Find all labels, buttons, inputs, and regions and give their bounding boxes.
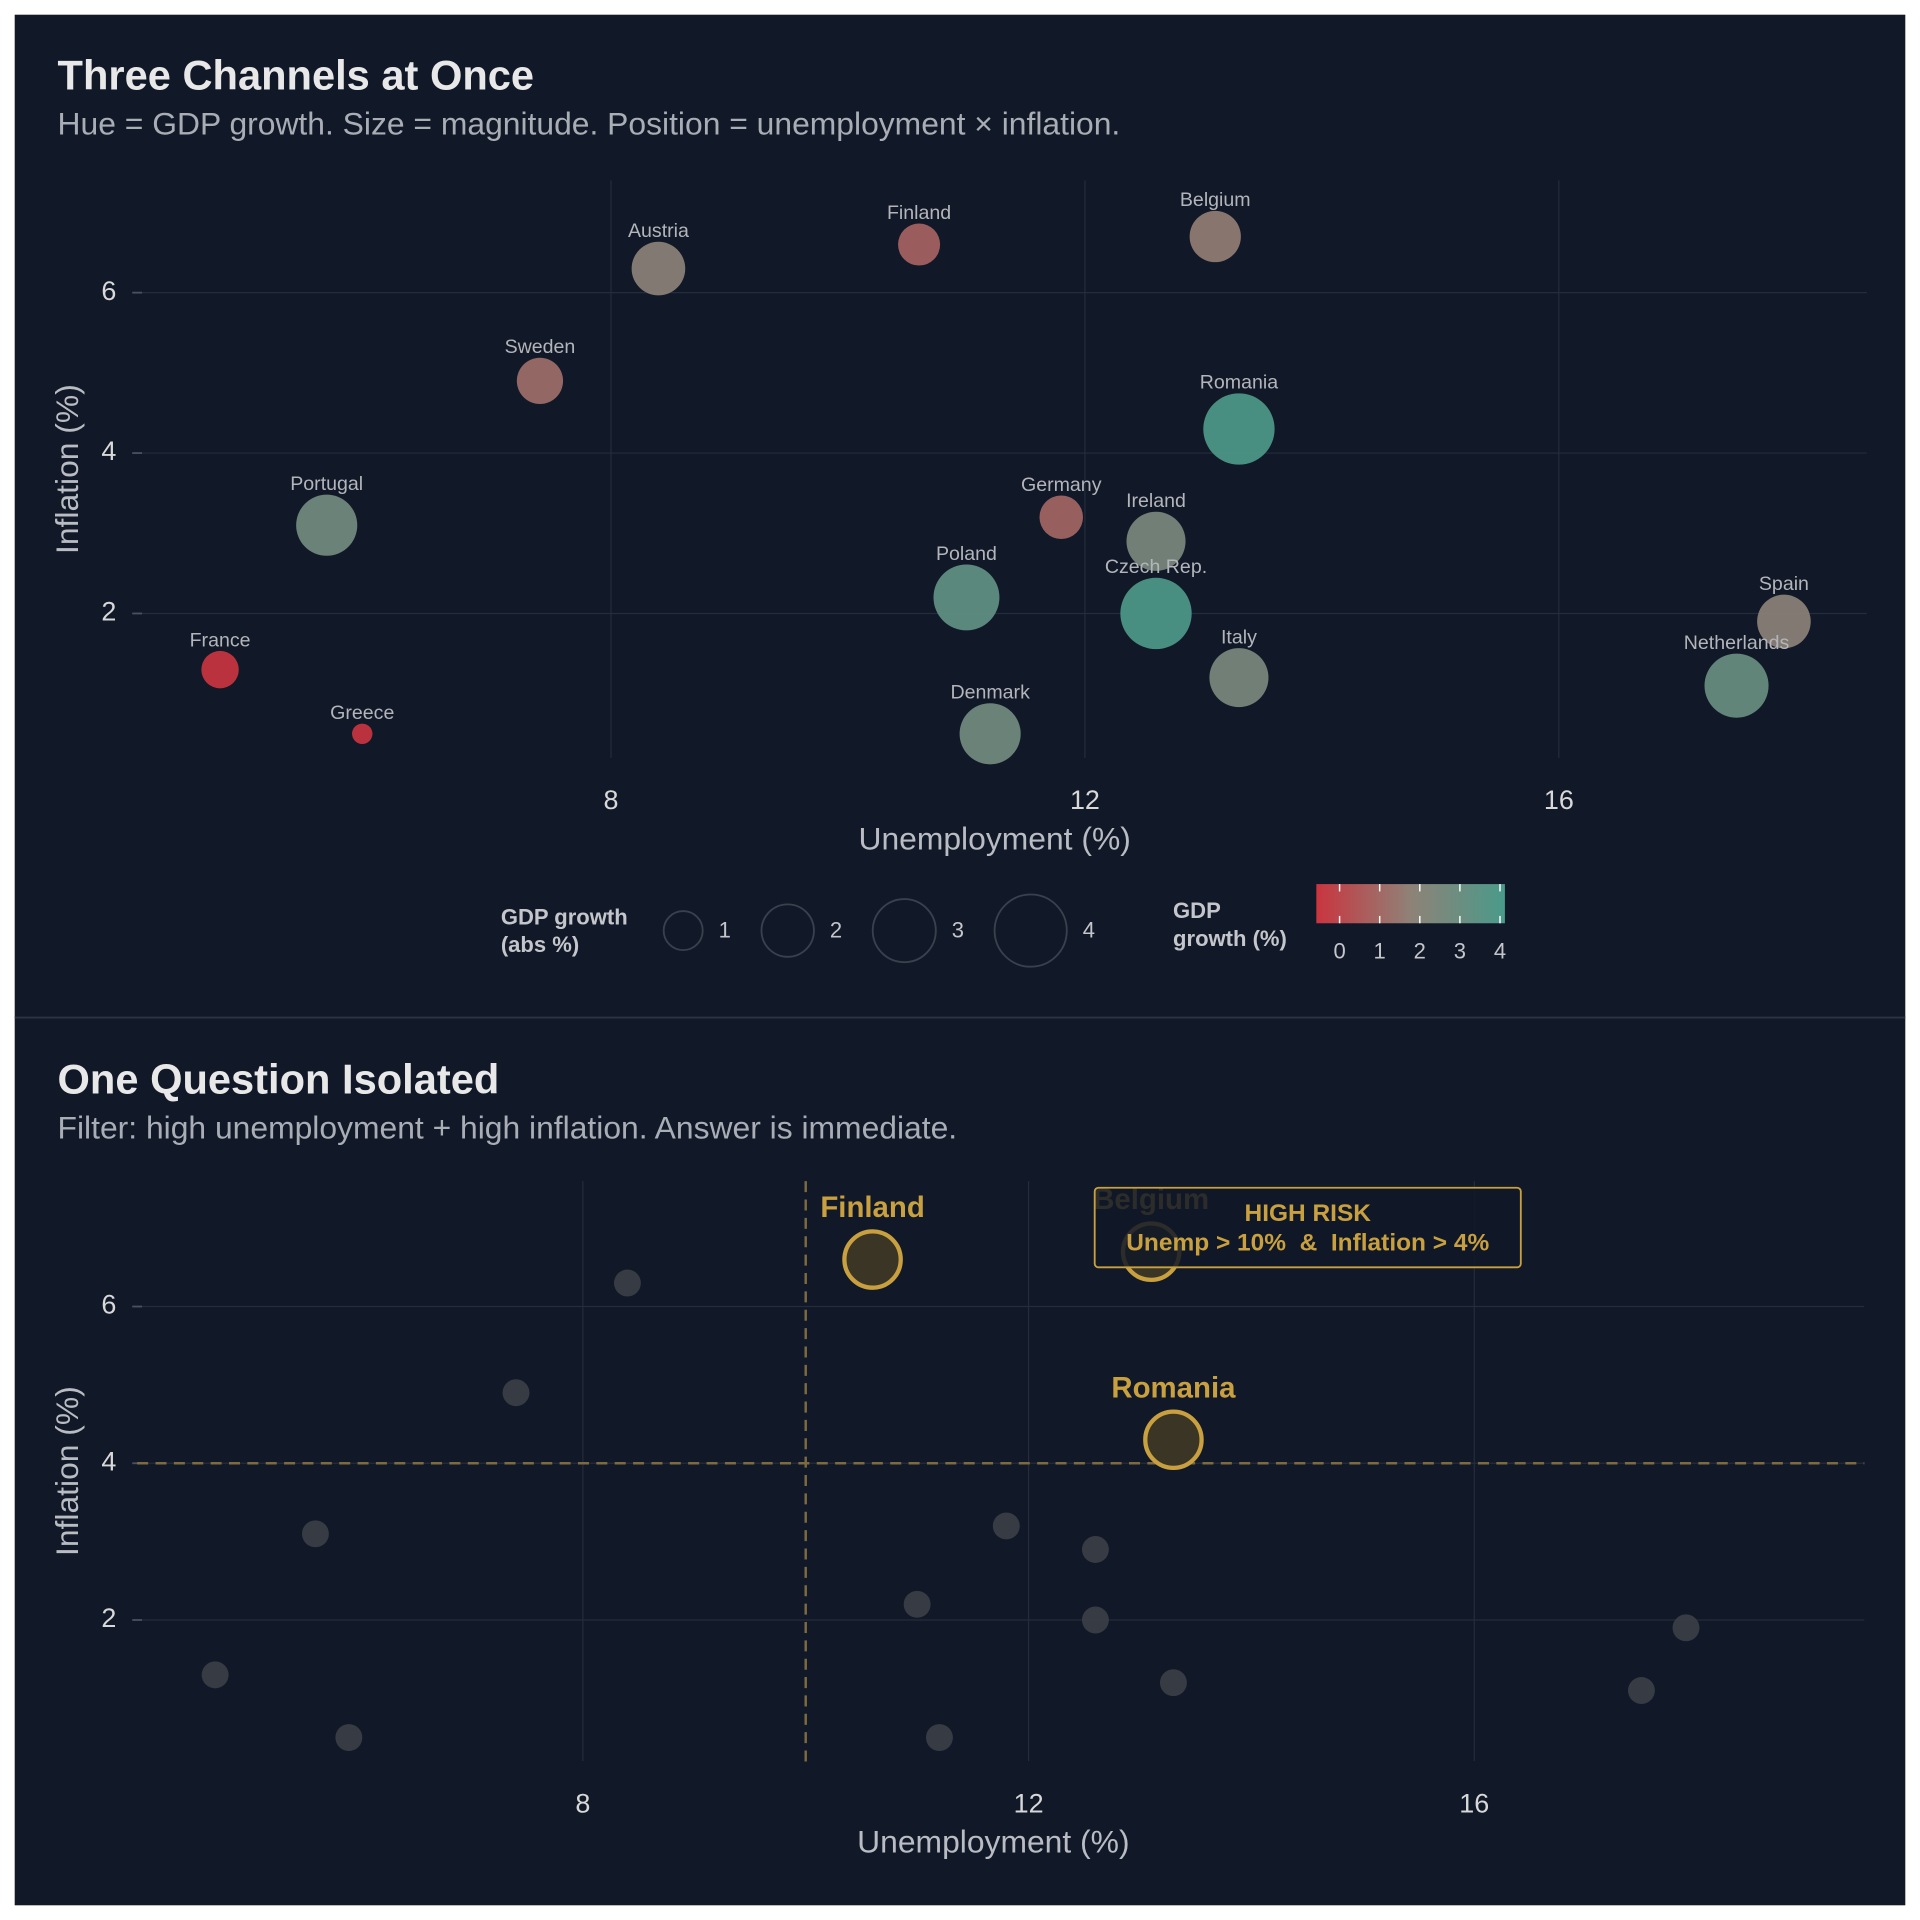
- bubble-label: Ireland: [1126, 490, 1186, 512]
- x-tick-label: 16: [1459, 1788, 1489, 1818]
- bubble-label: Romania: [1200, 372, 1278, 394]
- colorbar-label: 0: [1333, 938, 1345, 963]
- bubble-label: Germany: [1021, 474, 1102, 496]
- bubble-label: Finland: [887, 202, 951, 224]
- bubble: [1209, 648, 1269, 708]
- bubble-label: Italy: [1221, 626, 1257, 648]
- y-tick-label: 2: [101, 597, 116, 627]
- chart-subtitle: Hue = GDP growth. Size = magnitude. Posi…: [58, 106, 1121, 142]
- point: [201, 1661, 229, 1689]
- size-legend-key: [662, 910, 704, 952]
- bubble: [201, 650, 239, 689]
- bubble-label: Poland: [936, 543, 997, 565]
- chart-title: One Question Isolated: [58, 1055, 500, 1102]
- bubble: [1120, 577, 1192, 650]
- point: [1081, 1606, 1109, 1634]
- point: [335, 1724, 363, 1752]
- annotation-text: Unemp > 10% & Inflation > 4%: [1126, 1230, 1489, 1257]
- x-axis-title: Unemployment (%): [857, 1824, 1129, 1860]
- bubble: [1757, 594, 1811, 649]
- x-axis-title: Unemployment (%): [858, 821, 1130, 857]
- y-tick-label: 6: [101, 276, 116, 306]
- size-legend-label: 1: [719, 918, 731, 943]
- point: [903, 1590, 931, 1618]
- panel-background: [14, 14, 1906, 1906]
- bubble-label: Sweden: [505, 336, 576, 358]
- point: [1081, 1536, 1109, 1563]
- annotation-text: HIGH RISK: [1245, 1200, 1372, 1227]
- bubble: [959, 703, 1021, 765]
- bubble-label: Denmark: [950, 682, 1030, 704]
- point: [1627, 1677, 1655, 1704]
- point: [1159, 1669, 1187, 1697]
- point: [613, 1269, 641, 1297]
- size-legend-key: [760, 903, 815, 958]
- bubble: [631, 241, 686, 296]
- bubble-label: Spain: [1759, 573, 1809, 595]
- size-legend-title: GDP growth (abs %): [501, 904, 628, 957]
- bubble-label: Portugal: [290, 473, 363, 495]
- bubble: [352, 723, 373, 744]
- bubble: [1039, 495, 1083, 539]
- bubble: [1189, 210, 1241, 263]
- size-legend-label: 4: [1083, 918, 1095, 943]
- bubble: [516, 357, 564, 404]
- bubble-label: France: [190, 629, 251, 651]
- size-legend-label: 3: [952, 918, 964, 943]
- bubble-label: Czech Rep.: [1105, 556, 1207, 578]
- point: [992, 1512, 1020, 1540]
- annotation-box: [1093, 1186, 1522, 1269]
- bubble: [933, 564, 1000, 631]
- size-legend-label: 2: [830, 918, 842, 943]
- bubble: [1126, 511, 1186, 571]
- y-tick-label: 2: [101, 1603, 116, 1633]
- colorbar-label: 1: [1374, 938, 1386, 963]
- point: [1672, 1614, 1700, 1642]
- y-axis-title: Inflation (%): [49, 1386, 85, 1556]
- x-tick-label: 16: [1544, 785, 1574, 815]
- x-tick-label: 8: [575, 1788, 590, 1818]
- color-legend-title: GDP growth (%): [1173, 898, 1287, 951]
- highlight-point: [842, 1229, 903, 1290]
- bubble: [1704, 653, 1769, 718]
- chart-title: Three Channels at Once: [58, 51, 535, 98]
- bubble: [296, 494, 358, 556]
- colorbar: [1316, 884, 1505, 924]
- y-axis-title: Inflation (%): [49, 384, 85, 554]
- point: [925, 1724, 953, 1752]
- highlight-label: Finland: [820, 1191, 924, 1224]
- y-tick-label: 4: [101, 436, 116, 466]
- x-tick-label: 8: [604, 785, 619, 815]
- bubble-label: Belgium: [1180, 189, 1251, 211]
- bubble-label: Greece: [330, 702, 394, 724]
- colorbar-label: 2: [1414, 938, 1426, 963]
- size-legend-key: [993, 893, 1068, 968]
- bubble: [898, 223, 941, 266]
- colorbar-label: 3: [1454, 938, 1466, 963]
- x-tick-label: 12: [1070, 785, 1100, 815]
- x-tick-label: 12: [1014, 1788, 1044, 1818]
- highlight-point: [1143, 1409, 1204, 1471]
- bubble-label: Austria: [628, 220, 689, 242]
- y-tick-label: 6: [101, 1290, 116, 1320]
- size-legend-key: [871, 898, 937, 964]
- colorbar-label: 4: [1494, 938, 1506, 963]
- point: [301, 1520, 329, 1548]
- point: [502, 1379, 530, 1407]
- bubble: [1203, 393, 1275, 465]
- highlight-label: Romania: [1111, 1371, 1236, 1404]
- y-tick-label: 4: [101, 1446, 116, 1476]
- bubble-label: Netherlands: [1684, 632, 1790, 654]
- chart-subtitle: Filter: high unemployment + high inflati…: [58, 1110, 958, 1146]
